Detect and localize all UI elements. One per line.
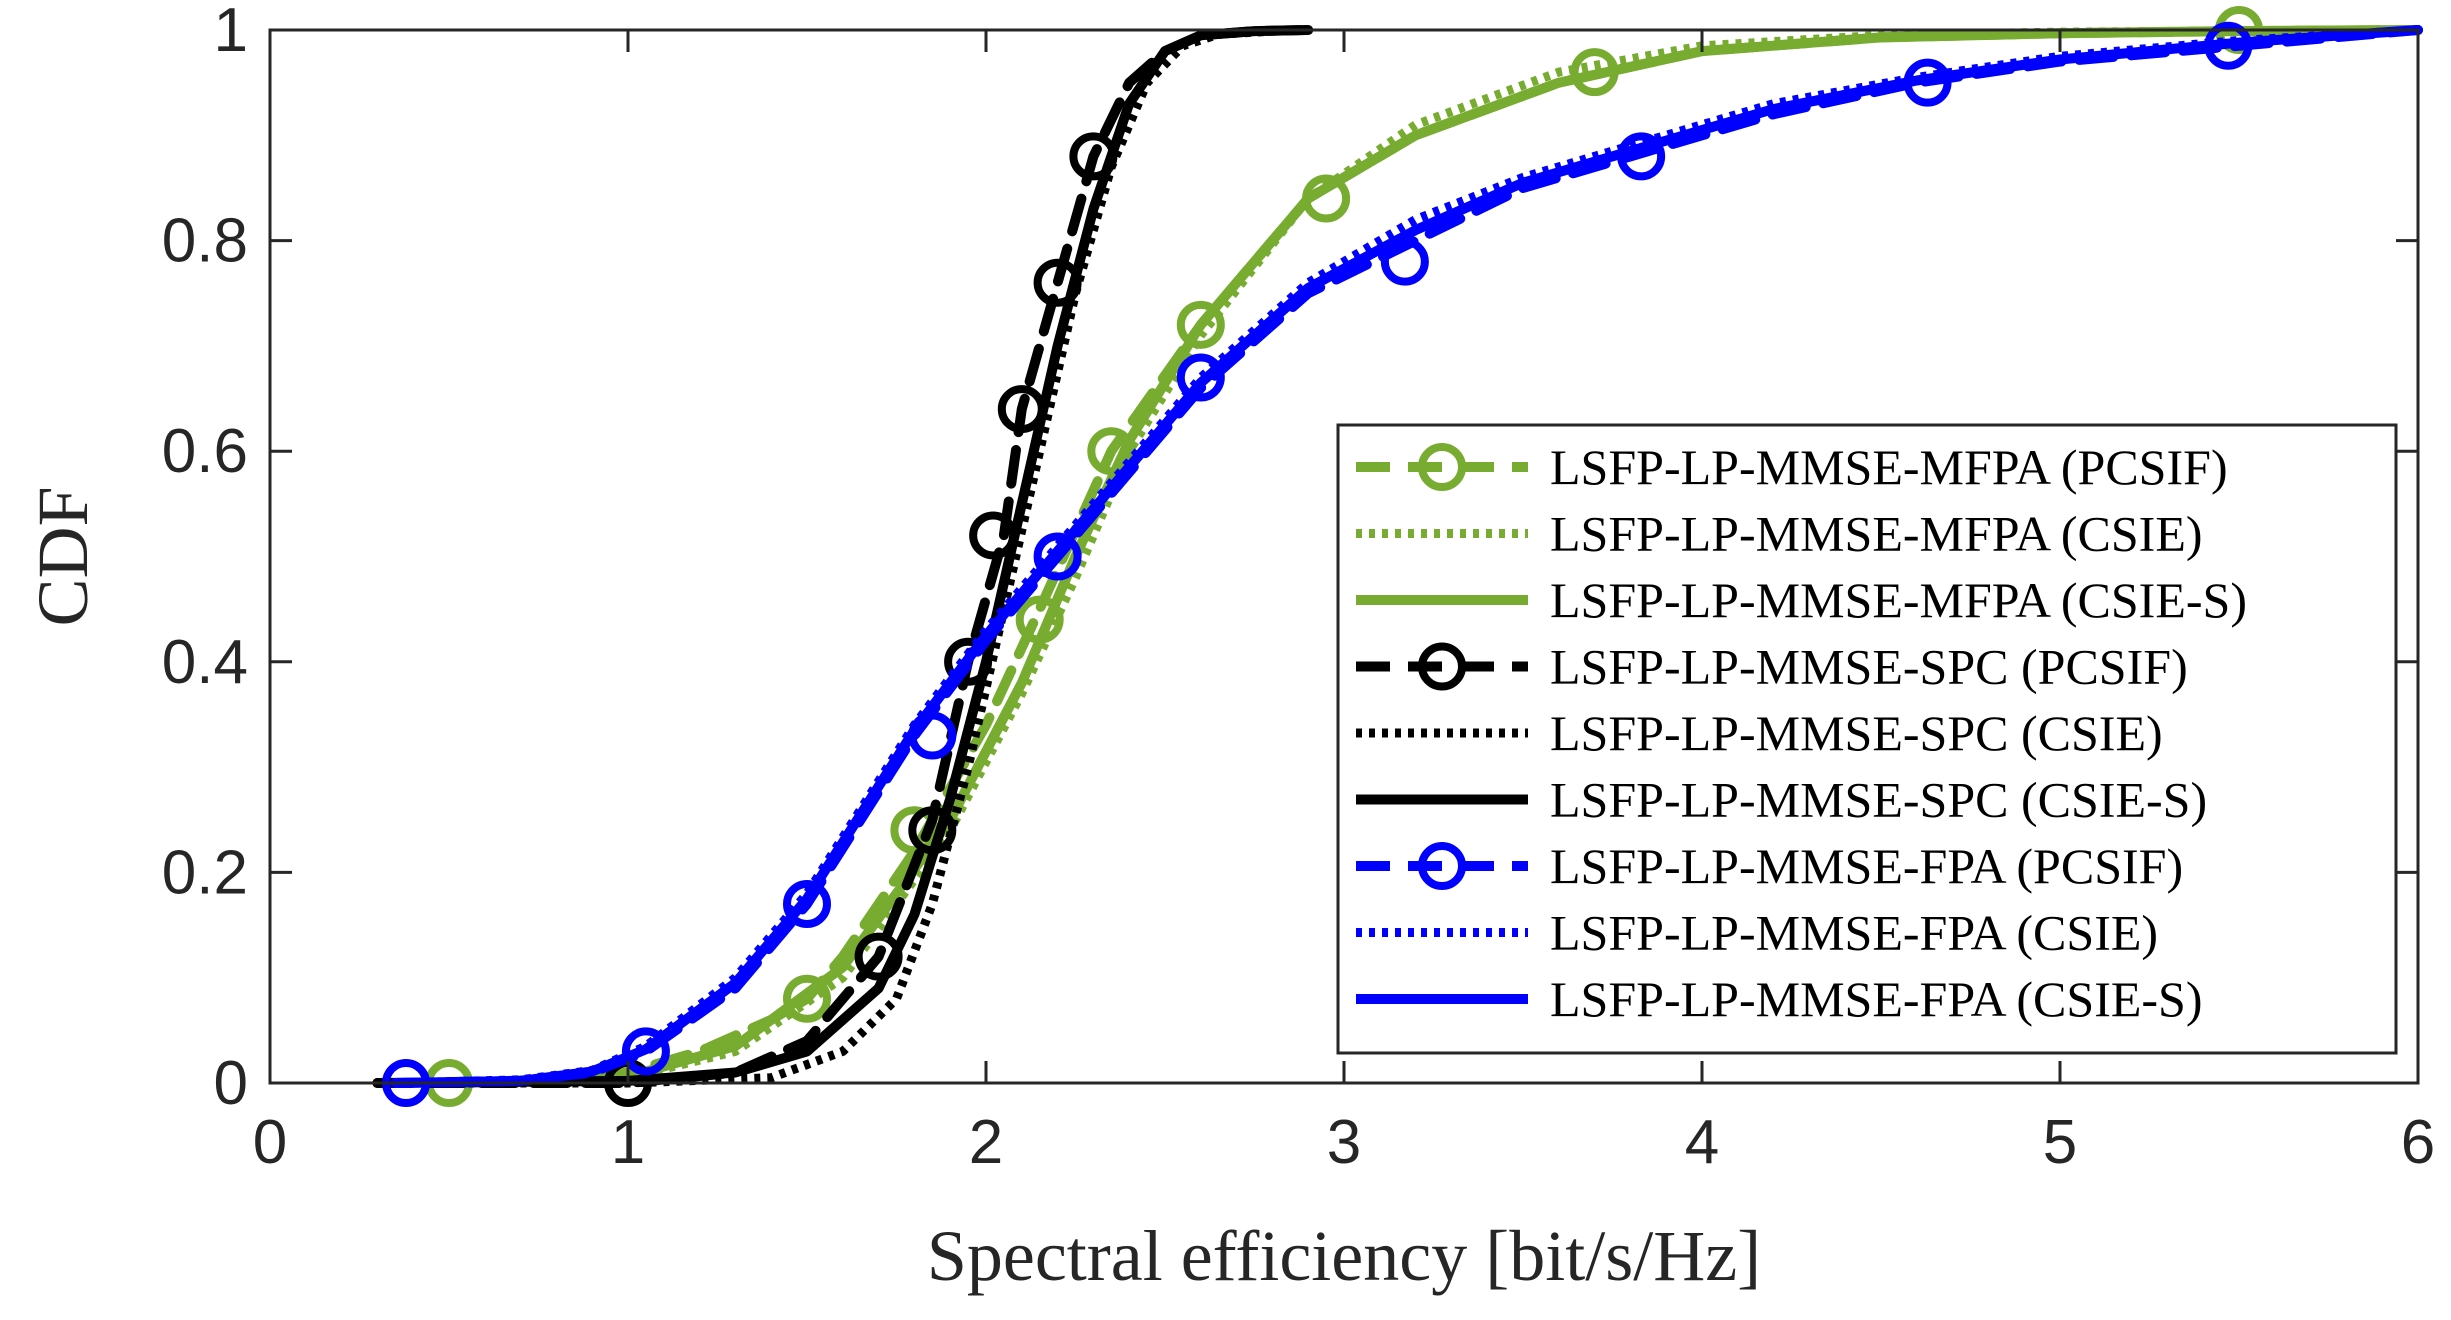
y-tick-label: 0.8 [162, 207, 248, 276]
series-6 [372, 25, 1314, 1088]
series-marker [1176, 353, 1225, 402]
series-5 [377, 25, 1309, 1088]
x-tick-label: 0 [253, 1108, 287, 1177]
series-line [377, 25, 1309, 1088]
legend-entry: LSFP-LP-MMSE-FPA (CSIE-S) [1356, 971, 2203, 1027]
legend-entry: LSFP-LP-MMSE-MFPA (PCSIF) [1356, 439, 2228, 495]
x-tick-label: 3 [1327, 1108, 1361, 1177]
legend-entry: LSFP-LP-MMSE-MFPA (CSIE) [1356, 506, 2203, 562]
legend-marker [1418, 642, 1466, 691]
legend-label: LSFP-LP-MMSE-SPC (CSIE) [1550, 705, 2163, 761]
x-tick-label: 6 [2401, 1108, 2435, 1177]
legend-label: LSFP-LP-MMSE-MFPA (PCSIF) [1550, 439, 2228, 495]
legend-entry: LSFP-LP-MMSE-SPC (CSIE-S) [1356, 772, 2207, 828]
x-tick-label: 5 [2043, 1108, 2077, 1177]
x-tick-label: 1 [611, 1108, 645, 1177]
series-line [444, 25, 2423, 1088]
legend: LSFP-LP-MMSE-MFPA (PCSIF) LSFP-LP-MMSE-MF… [1336, 423, 2398, 1055]
legend-label: LSFP-LP-MMSE-FPA (CSIE) [1550, 905, 2158, 961]
series-marker [783, 974, 831, 1023]
series-line [372, 25, 1314, 1088]
series-line [390, 25, 2423, 1088]
legend-label: LSFP-LP-MMSE-MFPA (CSIE) [1550, 506, 2203, 562]
series-marker [783, 879, 831, 928]
y-tick-label: 0.4 [162, 628, 248, 697]
series-marker [890, 806, 939, 855]
legend-entry: LSFP-LP-MMSE-MFPA (CSIE-S) [1356, 572, 2247, 628]
legend-label: LSFP-LP-MMSE-SPC (PCSIF) [1550, 639, 2188, 695]
legend-entry: LSFP-LP-MMSE-SPC (PCSIF) [1356, 639, 2188, 695]
series-marker [1176, 300, 1225, 349]
legend-label: LSFP-LP-MMSE-SPC (CSIE-S) [1550, 772, 2207, 828]
legend-label: LSFP-LP-MMSE-FPA (CSIE-S) [1550, 971, 2203, 1027]
x-tick-label: 2 [969, 1108, 1003, 1177]
legend-label: LSFP-LP-MMSE-MFPA (CSIE-S) [1550, 572, 2247, 628]
x-axis-label: Spectral efficiency [bit/s/Hz] [927, 1216, 1761, 1296]
series-3 [444, 25, 2423, 1088]
series-2 [448, 25, 2419, 1088]
y-tick-label: 0.6 [162, 417, 248, 486]
series-9 [390, 25, 2423, 1088]
series-marker [1033, 532, 1082, 581]
series-marker [1380, 237, 1429, 286]
legend-label: LSFP-LP-MMSE-FPA (PCSIF) [1550, 838, 2183, 894]
y-tick-label: 0.2 [162, 838, 248, 907]
series-layer [372, 6, 2423, 1107]
legend-entry: LSFP-LP-MMSE-FPA (CSIE) [1356, 905, 2158, 961]
y-tick-label: 1 [214, 0, 248, 65]
x-tick-label: 4 [1685, 1108, 1719, 1177]
y-tick-label: 0 [214, 1049, 248, 1118]
axes-layer: 0 1 2 3 4 5 6 0 0.2 0.4 0.6 0.8 1 [162, 0, 2435, 1177]
legend-marker [1418, 842, 1466, 890]
legend-marker [1418, 443, 1466, 491]
legend-entry: LSFP-LP-MMSE-FPA (PCSIF) [1356, 838, 2183, 894]
y-axis-label: CDF [23, 486, 103, 626]
legend-entry: LSFP-LP-MMSE-SPC (CSIE) [1356, 705, 2163, 761]
series-line [448, 25, 2419, 1088]
